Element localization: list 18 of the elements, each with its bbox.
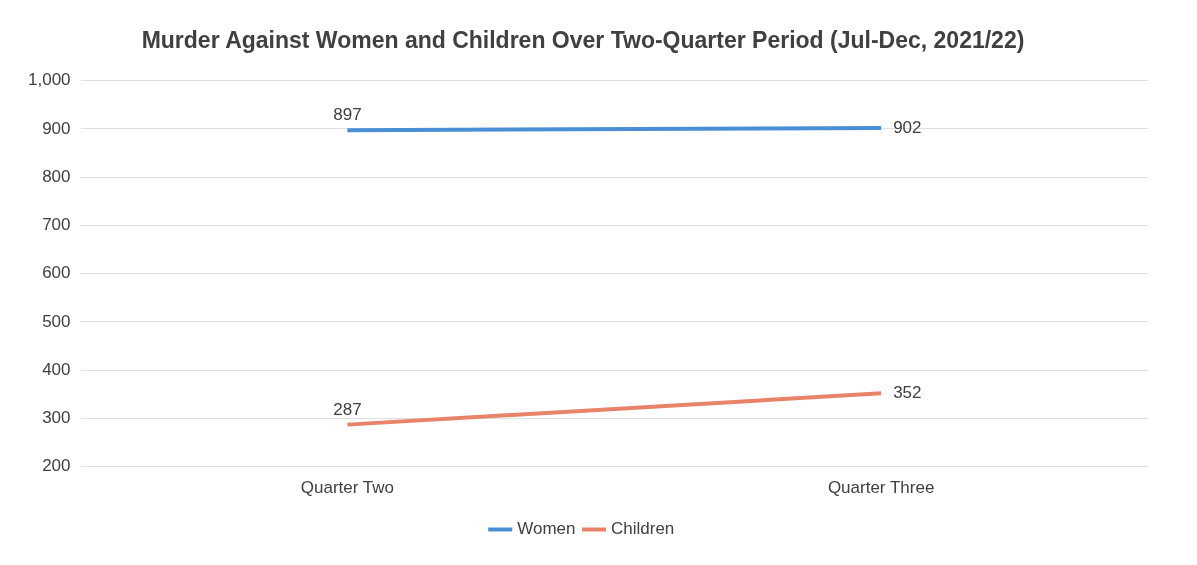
x-tick-label: Quarter Two bbox=[300, 478, 395, 498]
y-tick-label: 500 bbox=[42, 311, 71, 331]
y-tick-label: 900 bbox=[42, 118, 71, 138]
data-label: 902 bbox=[893, 117, 922, 137]
y-tick-label: 600 bbox=[42, 263, 71, 283]
y-tick-label: 800 bbox=[42, 166, 71, 186]
legend-label: Women bbox=[517, 519, 576, 539]
y-tick-label: 300 bbox=[42, 408, 71, 428]
y-tick-label: 400 bbox=[42, 359, 71, 379]
data-label: 897 bbox=[333, 105, 362, 125]
y-tick-label: 200 bbox=[42, 456, 71, 476]
chart-title: Murder Against Women and Children Over Two-Quarter Period (Jul-Dec, 2021/22) bbox=[141, 27, 1025, 54]
legend-label: Children bbox=[610, 519, 675, 539]
y-tick-label: 700 bbox=[42, 215, 71, 235]
y-tick-label: 1,000 bbox=[27, 70, 71, 90]
data-label: 352 bbox=[893, 382, 922, 402]
data-label: 287 bbox=[333, 399, 362, 419]
x-tick-label: Quarter Three bbox=[827, 478, 935, 498]
